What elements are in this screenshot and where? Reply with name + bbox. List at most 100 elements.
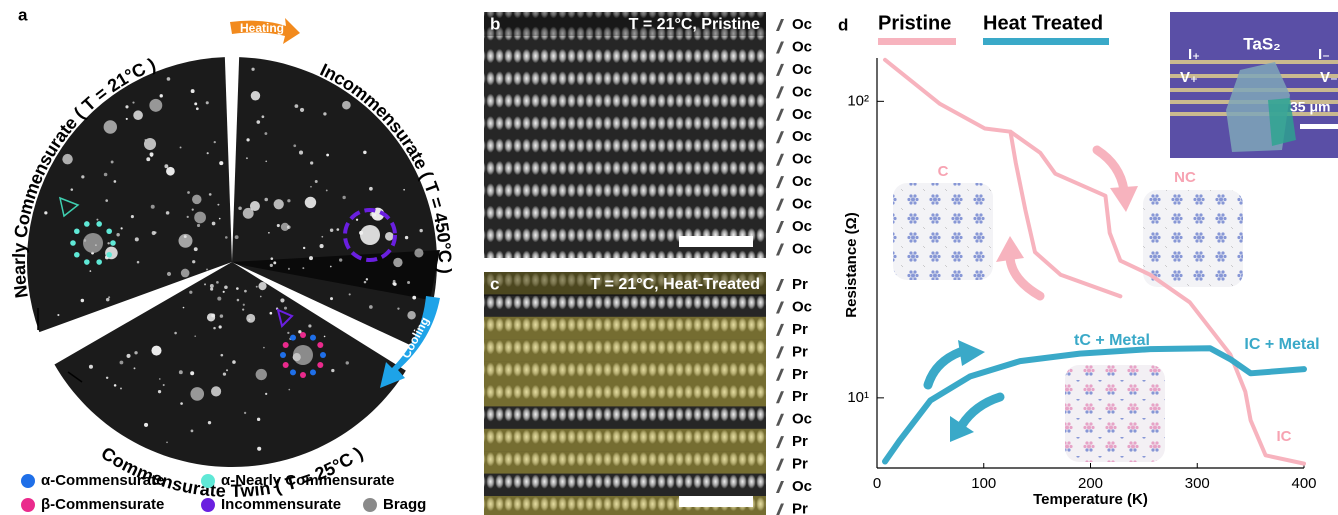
trend-arrowhead	[996, 236, 1024, 262]
diffraction-spot	[287, 199, 290, 202]
diffraction-spot	[81, 299, 84, 302]
trend-arrow	[1097, 150, 1124, 190]
diffraction-spot	[288, 268, 290, 270]
contact-label: I₋	[1318, 46, 1330, 63]
layer-icon	[776, 324, 784, 336]
c-peak	[300, 372, 306, 378]
layer-tint	[484, 317, 766, 339]
diffraction-spot	[194, 212, 206, 224]
diffraction-spot	[256, 286, 258, 288]
legend-label: Incommensurate	[221, 496, 341, 513]
legend-swatch	[878, 38, 956, 45]
diffraction-spot	[258, 282, 266, 290]
diffraction-spot	[264, 198, 268, 202]
diffraction-spot	[412, 296, 416, 300]
diffraction-spot	[363, 151, 366, 154]
diffraction-spot	[393, 258, 402, 267]
diffraction-spot	[180, 146, 182, 148]
diffraction-spot	[349, 293, 351, 295]
layer-tint	[484, 362, 766, 384]
diffraction-spot	[220, 354, 223, 357]
diffraction-spot	[369, 305, 373, 309]
diffraction-spot	[346, 361, 349, 364]
nc-peak	[84, 259, 90, 265]
diffraction-spot	[407, 311, 415, 319]
diffraction-spot	[192, 209, 194, 211]
diffraction-spot	[321, 236, 323, 238]
diffraction-spot	[268, 232, 270, 234]
diffraction-spot	[310, 186, 312, 188]
diffraction-spot	[104, 120, 117, 133]
diffraction-spot	[104, 173, 108, 177]
diffraction-spot	[263, 347, 265, 349]
legend-label: α-Commensurate	[41, 472, 164, 489]
diffraction-spot	[134, 367, 136, 369]
diffraction-spot	[108, 296, 110, 298]
diffraction-spot	[308, 324, 311, 327]
layer-tint	[484, 384, 766, 406]
diffraction-spot	[236, 287, 239, 290]
c-peak	[290, 369, 296, 375]
diffraction-spot	[152, 231, 156, 235]
c-peak	[300, 332, 306, 338]
legend-label: β-Commensurate	[41, 496, 164, 513]
scale-bar	[679, 496, 753, 507]
diffraction-spot	[81, 175, 84, 178]
diffraction-spot	[385, 232, 394, 241]
diffraction-spot	[151, 205, 155, 209]
layer-icon	[776, 436, 784, 448]
diffraction-spot	[106, 298, 110, 302]
c-peak	[310, 369, 316, 375]
diffraction-spot	[336, 228, 339, 231]
diffraction-spot	[320, 244, 324, 248]
y-tick-label: 10²	[847, 92, 869, 109]
layer-label: Oc	[792, 478, 812, 495]
nc-peak	[110, 240, 116, 246]
diffraction-spot	[330, 266, 332, 268]
diffraction-spot	[180, 402, 183, 405]
layer-tint	[484, 429, 766, 451]
diffraction-spot	[192, 260, 195, 263]
center-glow	[360, 225, 380, 245]
diffraction-spot	[190, 371, 194, 375]
legend-marker	[21, 474, 35, 488]
diffraction-spot	[207, 152, 209, 154]
layer-icon	[776, 459, 784, 471]
diffraction-spot	[57, 314, 59, 316]
trend-arrow	[962, 397, 1000, 425]
diffraction-spot	[315, 180, 318, 183]
annotation: NC	[1174, 169, 1196, 186]
diffraction-spot	[62, 154, 72, 164]
diffraction-spot	[403, 189, 405, 191]
lattice-inset	[1065, 365, 1165, 462]
diffraction-spot	[131, 215, 134, 218]
diffraction-spot	[187, 216, 189, 218]
diffraction-spot	[160, 94, 163, 97]
diffraction-spot	[146, 157, 150, 161]
diffraction-spot	[114, 384, 117, 387]
diffraction-spot	[206, 269, 208, 271]
diffraction-spot	[163, 384, 165, 386]
trend-arrowhead	[958, 340, 985, 366]
diffraction-spot	[237, 299, 240, 302]
legend-label: α-Nearly Commensurate	[221, 472, 394, 489]
layer-icon	[776, 86, 784, 98]
diffraction-spot	[331, 369, 334, 372]
nc-peak	[96, 259, 102, 265]
diffraction-spot	[339, 258, 342, 261]
diffraction-spot	[197, 224, 200, 227]
diffraction-spot	[217, 297, 221, 301]
diffraction-spot	[214, 141, 216, 143]
diffraction-spot	[189, 291, 192, 294]
layer-label: Pr	[792, 366, 808, 383]
diffraction-spot	[207, 313, 215, 321]
diffraction-spot	[179, 370, 183, 374]
annotation: C	[938, 163, 949, 180]
diffraction-spot	[244, 412, 246, 414]
scale-bar	[679, 236, 753, 247]
layer-label: Oc	[792, 128, 812, 145]
diffraction-spot	[270, 257, 273, 260]
diffraction-spot	[210, 284, 214, 288]
diffraction-spot	[211, 386, 221, 396]
layer-icon	[776, 19, 784, 31]
